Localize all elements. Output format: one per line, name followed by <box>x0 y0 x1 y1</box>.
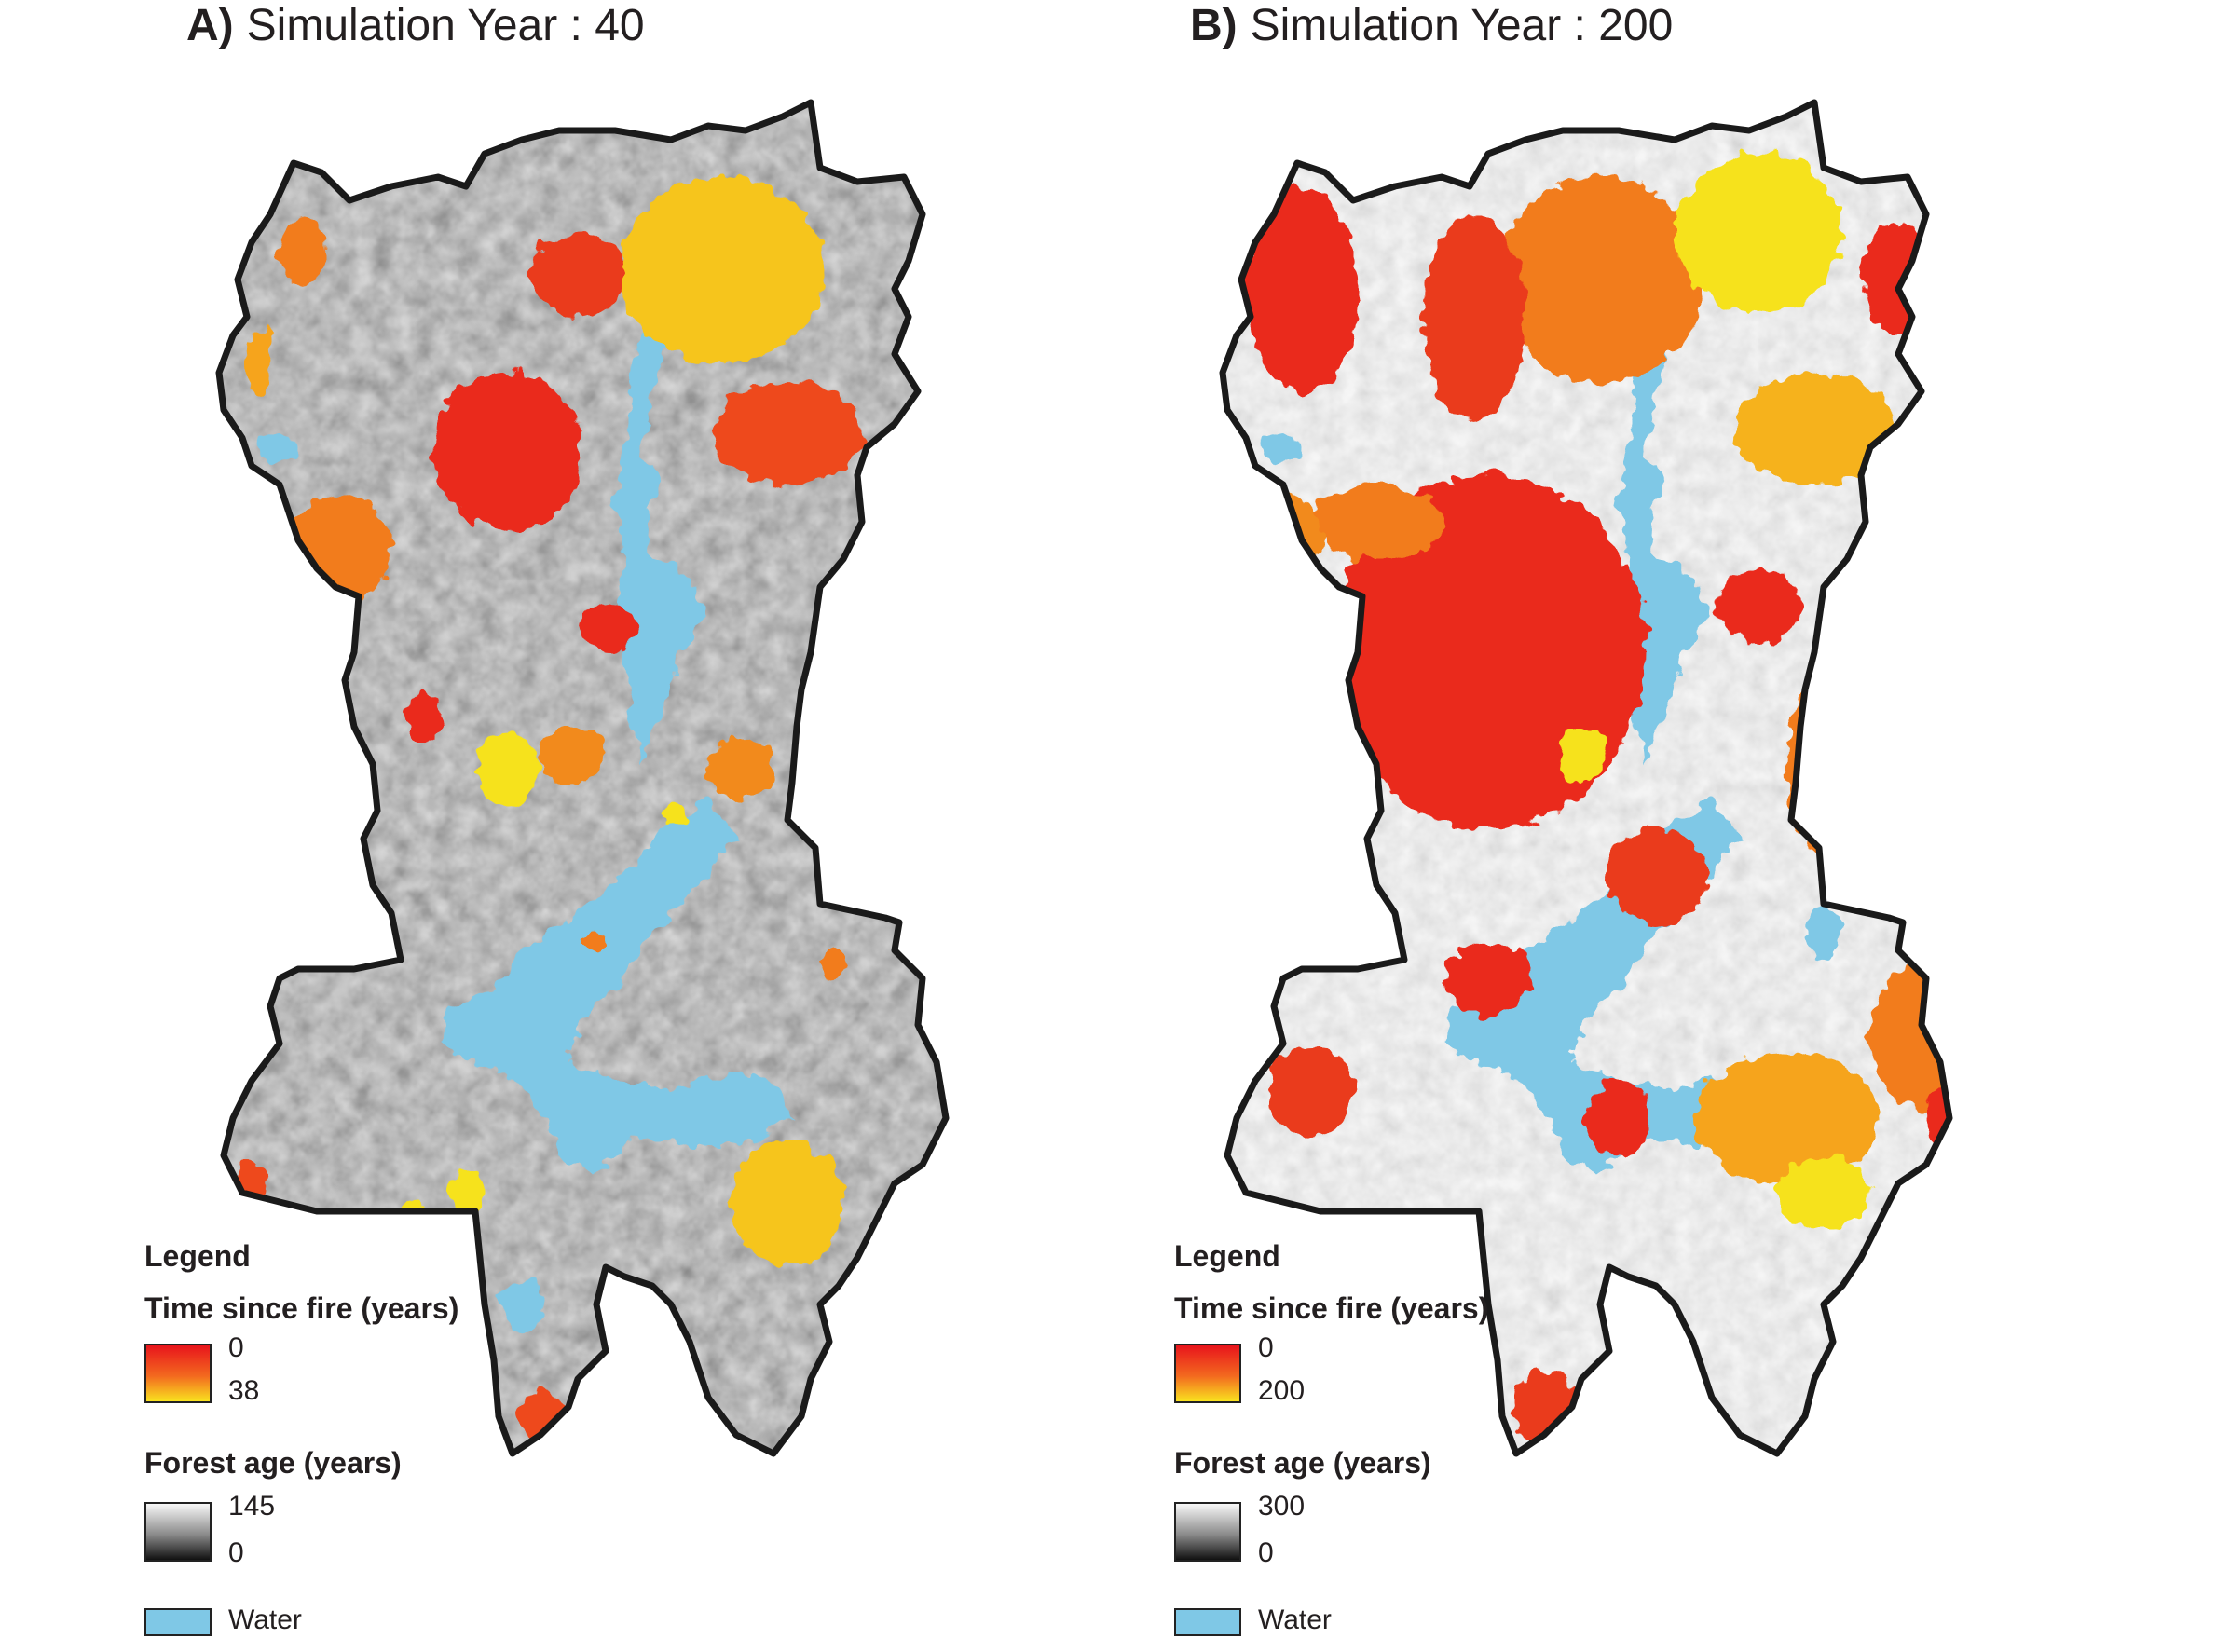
fire-patches <box>237 177 862 1440</box>
panel-title: A) Simulation Year : 40 <box>186 0 645 52</box>
age-ramp-max: 145 <box>228 1491 276 1522</box>
water-label: Water <box>1258 1604 1332 1635</box>
age-ramp-min: 0 <box>228 1537 244 1568</box>
fire-patches <box>1246 154 1949 1444</box>
water-swatch <box>144 1608 212 1636</box>
age-color-ramp <box>1174 1502 1241 1562</box>
panel-title-text: Simulation Year : 40 <box>246 1 645 50</box>
fire-ramp-max: 38 <box>228 1375 260 1406</box>
map-panel-a: A) Simulation Year : 40 <box>0 0 1108 1649</box>
panel-title: B) Simulation Year : 200 <box>1190 0 1673 52</box>
fire-color-ramp <box>1174 1344 1241 1403</box>
fire-map-year-40 <box>0 0 1025 1491</box>
water-label: Water <box>228 1604 302 1635</box>
fire-legend-label: Time since fire (years) <box>1174 1291 1489 1325</box>
legend: Legend Time since fire (years) 0 38 Fore… <box>144 1239 536 1649</box>
panel-letter: B) <box>1190 1 1238 50</box>
fire-ramp-min: 0 <box>1258 1332 1274 1363</box>
age-color-ramp <box>144 1502 212 1562</box>
age-ramp-min: 0 <box>1258 1537 1274 1568</box>
legend-heading: Legend <box>1174 1239 1280 1273</box>
fire-map-year-200 <box>1004 0 2029 1491</box>
age-legend-label: Forest age (years) <box>1174 1446 1431 1480</box>
legend: Legend Time since fire (years) 0 200 For… <box>1174 1239 1566 1649</box>
water-swatch <box>1174 1608 1241 1636</box>
fire-legend-label: Time since fire (years) <box>144 1291 459 1325</box>
legend-heading: Legend <box>144 1239 251 1273</box>
age-ramp-max: 300 <box>1258 1491 1306 1522</box>
age-legend-label: Forest age (years) <box>144 1446 402 1480</box>
map-panel-b: B) Simulation Year : 200 <box>1046 0 2154 1652</box>
fire-ramp-min: 0 <box>228 1332 244 1363</box>
panel-letter: A) <box>186 1 234 50</box>
panel-title-text: Simulation Year : 200 <box>1250 1 1674 50</box>
fire-ramp-max: 200 <box>1258 1375 1306 1406</box>
fire-color-ramp <box>144 1344 212 1403</box>
